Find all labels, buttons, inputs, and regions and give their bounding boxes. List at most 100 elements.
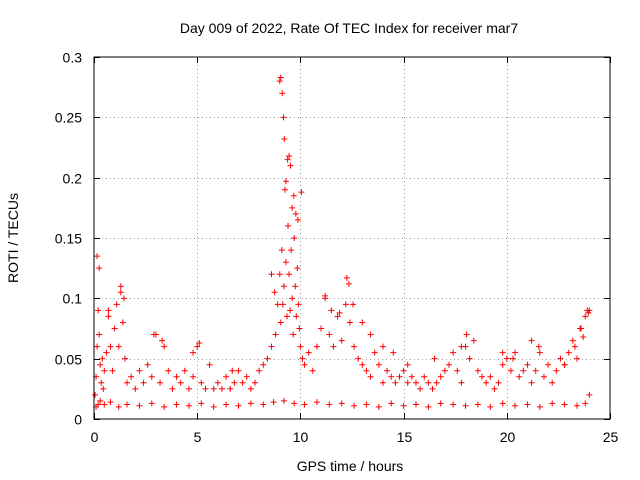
roti-point bbox=[483, 379, 490, 386]
roti-point bbox=[573, 355, 580, 362]
roti-point bbox=[148, 373, 155, 380]
roti-point bbox=[400, 367, 407, 374]
roti-point bbox=[210, 385, 217, 392]
roti-point bbox=[169, 385, 176, 392]
roti-point bbox=[94, 343, 101, 350]
roti-point bbox=[223, 373, 230, 380]
roti-point bbox=[115, 403, 122, 410]
roti-point bbox=[586, 391, 593, 398]
roti-point bbox=[313, 399, 320, 406]
roti-point bbox=[351, 343, 358, 350]
roti-point bbox=[293, 313, 300, 320]
roti-point bbox=[251, 379, 258, 386]
roti-point bbox=[412, 401, 419, 408]
roti-point bbox=[190, 349, 197, 356]
roti-point bbox=[309, 367, 316, 374]
roti-point bbox=[446, 361, 453, 368]
roti-point bbox=[359, 361, 366, 368]
roti-point bbox=[326, 401, 333, 408]
roti-point bbox=[479, 373, 486, 380]
data-points bbox=[92, 74, 593, 410]
roti-point bbox=[280, 397, 287, 404]
roti-point bbox=[297, 343, 304, 350]
x-tick-label: 20 bbox=[500, 429, 516, 445]
roti-point bbox=[117, 283, 124, 290]
roti-point bbox=[277, 319, 284, 326]
roti-point bbox=[109, 367, 116, 374]
roti-point bbox=[433, 379, 440, 386]
y-tick-label: 0.1 bbox=[63, 291, 83, 307]
roti-point bbox=[535, 343, 542, 350]
roti-point bbox=[165, 367, 172, 374]
x-axis-label: GPS time / hours bbox=[297, 458, 404, 474]
roti-point bbox=[351, 402, 358, 409]
roti-point bbox=[284, 156, 291, 163]
roti-point bbox=[95, 401, 102, 408]
roti-point bbox=[301, 401, 308, 408]
roti-point bbox=[239, 379, 246, 386]
roti-point bbox=[97, 397, 104, 404]
roti-point bbox=[97, 361, 104, 368]
roti-point bbox=[355, 355, 362, 362]
roti-point bbox=[177, 379, 184, 386]
roti-point bbox=[282, 259, 289, 266]
roti-point bbox=[536, 349, 543, 356]
roti-point bbox=[92, 391, 99, 398]
roti-point bbox=[202, 385, 209, 392]
roti-point bbox=[375, 361, 382, 368]
roti-point bbox=[454, 367, 461, 374]
roti-point bbox=[509, 355, 516, 362]
x-tick-label: 15 bbox=[397, 429, 413, 445]
roti-point bbox=[113, 301, 120, 308]
roti-point bbox=[462, 402, 469, 409]
roti-point bbox=[117, 289, 124, 296]
roti-point bbox=[549, 400, 556, 407]
roti-point bbox=[181, 367, 188, 374]
roti-point bbox=[291, 235, 298, 241]
tick-labels: 0 5 10 15 20 25 0 0.05 0.1 0.15 0.2 0.25 0.3 bbox=[55, 50, 619, 446]
y-tick-label: 0.25 bbox=[55, 110, 82, 126]
roti-point bbox=[474, 401, 481, 408]
roti-point bbox=[105, 313, 112, 320]
roti-point bbox=[495, 379, 502, 386]
roti-point bbox=[404, 379, 411, 386]
roti-point bbox=[388, 373, 395, 380]
roti-point bbox=[290, 331, 297, 338]
roti-point bbox=[322, 292, 329, 299]
roti-point bbox=[512, 402, 519, 409]
roti-point bbox=[278, 247, 285, 254]
roti-point bbox=[536, 403, 543, 410]
roti-point bbox=[441, 367, 448, 374]
roti-point bbox=[318, 325, 325, 332]
roti-point bbox=[194, 343, 201, 350]
x-tick-label: 5 bbox=[194, 429, 202, 445]
roti-point bbox=[115, 343, 122, 350]
roti-point bbox=[379, 379, 386, 386]
roti-point bbox=[290, 192, 297, 199]
plot-frame bbox=[93, 56, 611, 420]
roti-point bbox=[124, 379, 131, 386]
roti-point bbox=[345, 280, 352, 287]
roti-point bbox=[96, 265, 103, 272]
roti-point bbox=[363, 367, 370, 374]
roti-point bbox=[101, 401, 108, 408]
roti-point bbox=[292, 210, 299, 217]
x-tick-label: 10 bbox=[293, 429, 309, 445]
roti-point bbox=[260, 361, 267, 368]
roti-point bbox=[235, 367, 242, 374]
roti-point bbox=[458, 379, 465, 386]
roti-point bbox=[286, 152, 293, 159]
roti-point bbox=[298, 189, 305, 196]
roti-point bbox=[235, 402, 242, 409]
roti-point bbox=[313, 343, 320, 350]
x-tick-label: 25 bbox=[603, 429, 619, 445]
roti-point bbox=[463, 331, 470, 338]
roti-point bbox=[396, 373, 403, 380]
roti-point bbox=[281, 186, 288, 193]
roti-point bbox=[132, 385, 139, 392]
roti-point bbox=[524, 361, 531, 368]
roti-point bbox=[196, 339, 203, 346]
roti-point bbox=[280, 114, 287, 121]
roti-point bbox=[295, 301, 302, 308]
roti-point bbox=[185, 385, 192, 392]
